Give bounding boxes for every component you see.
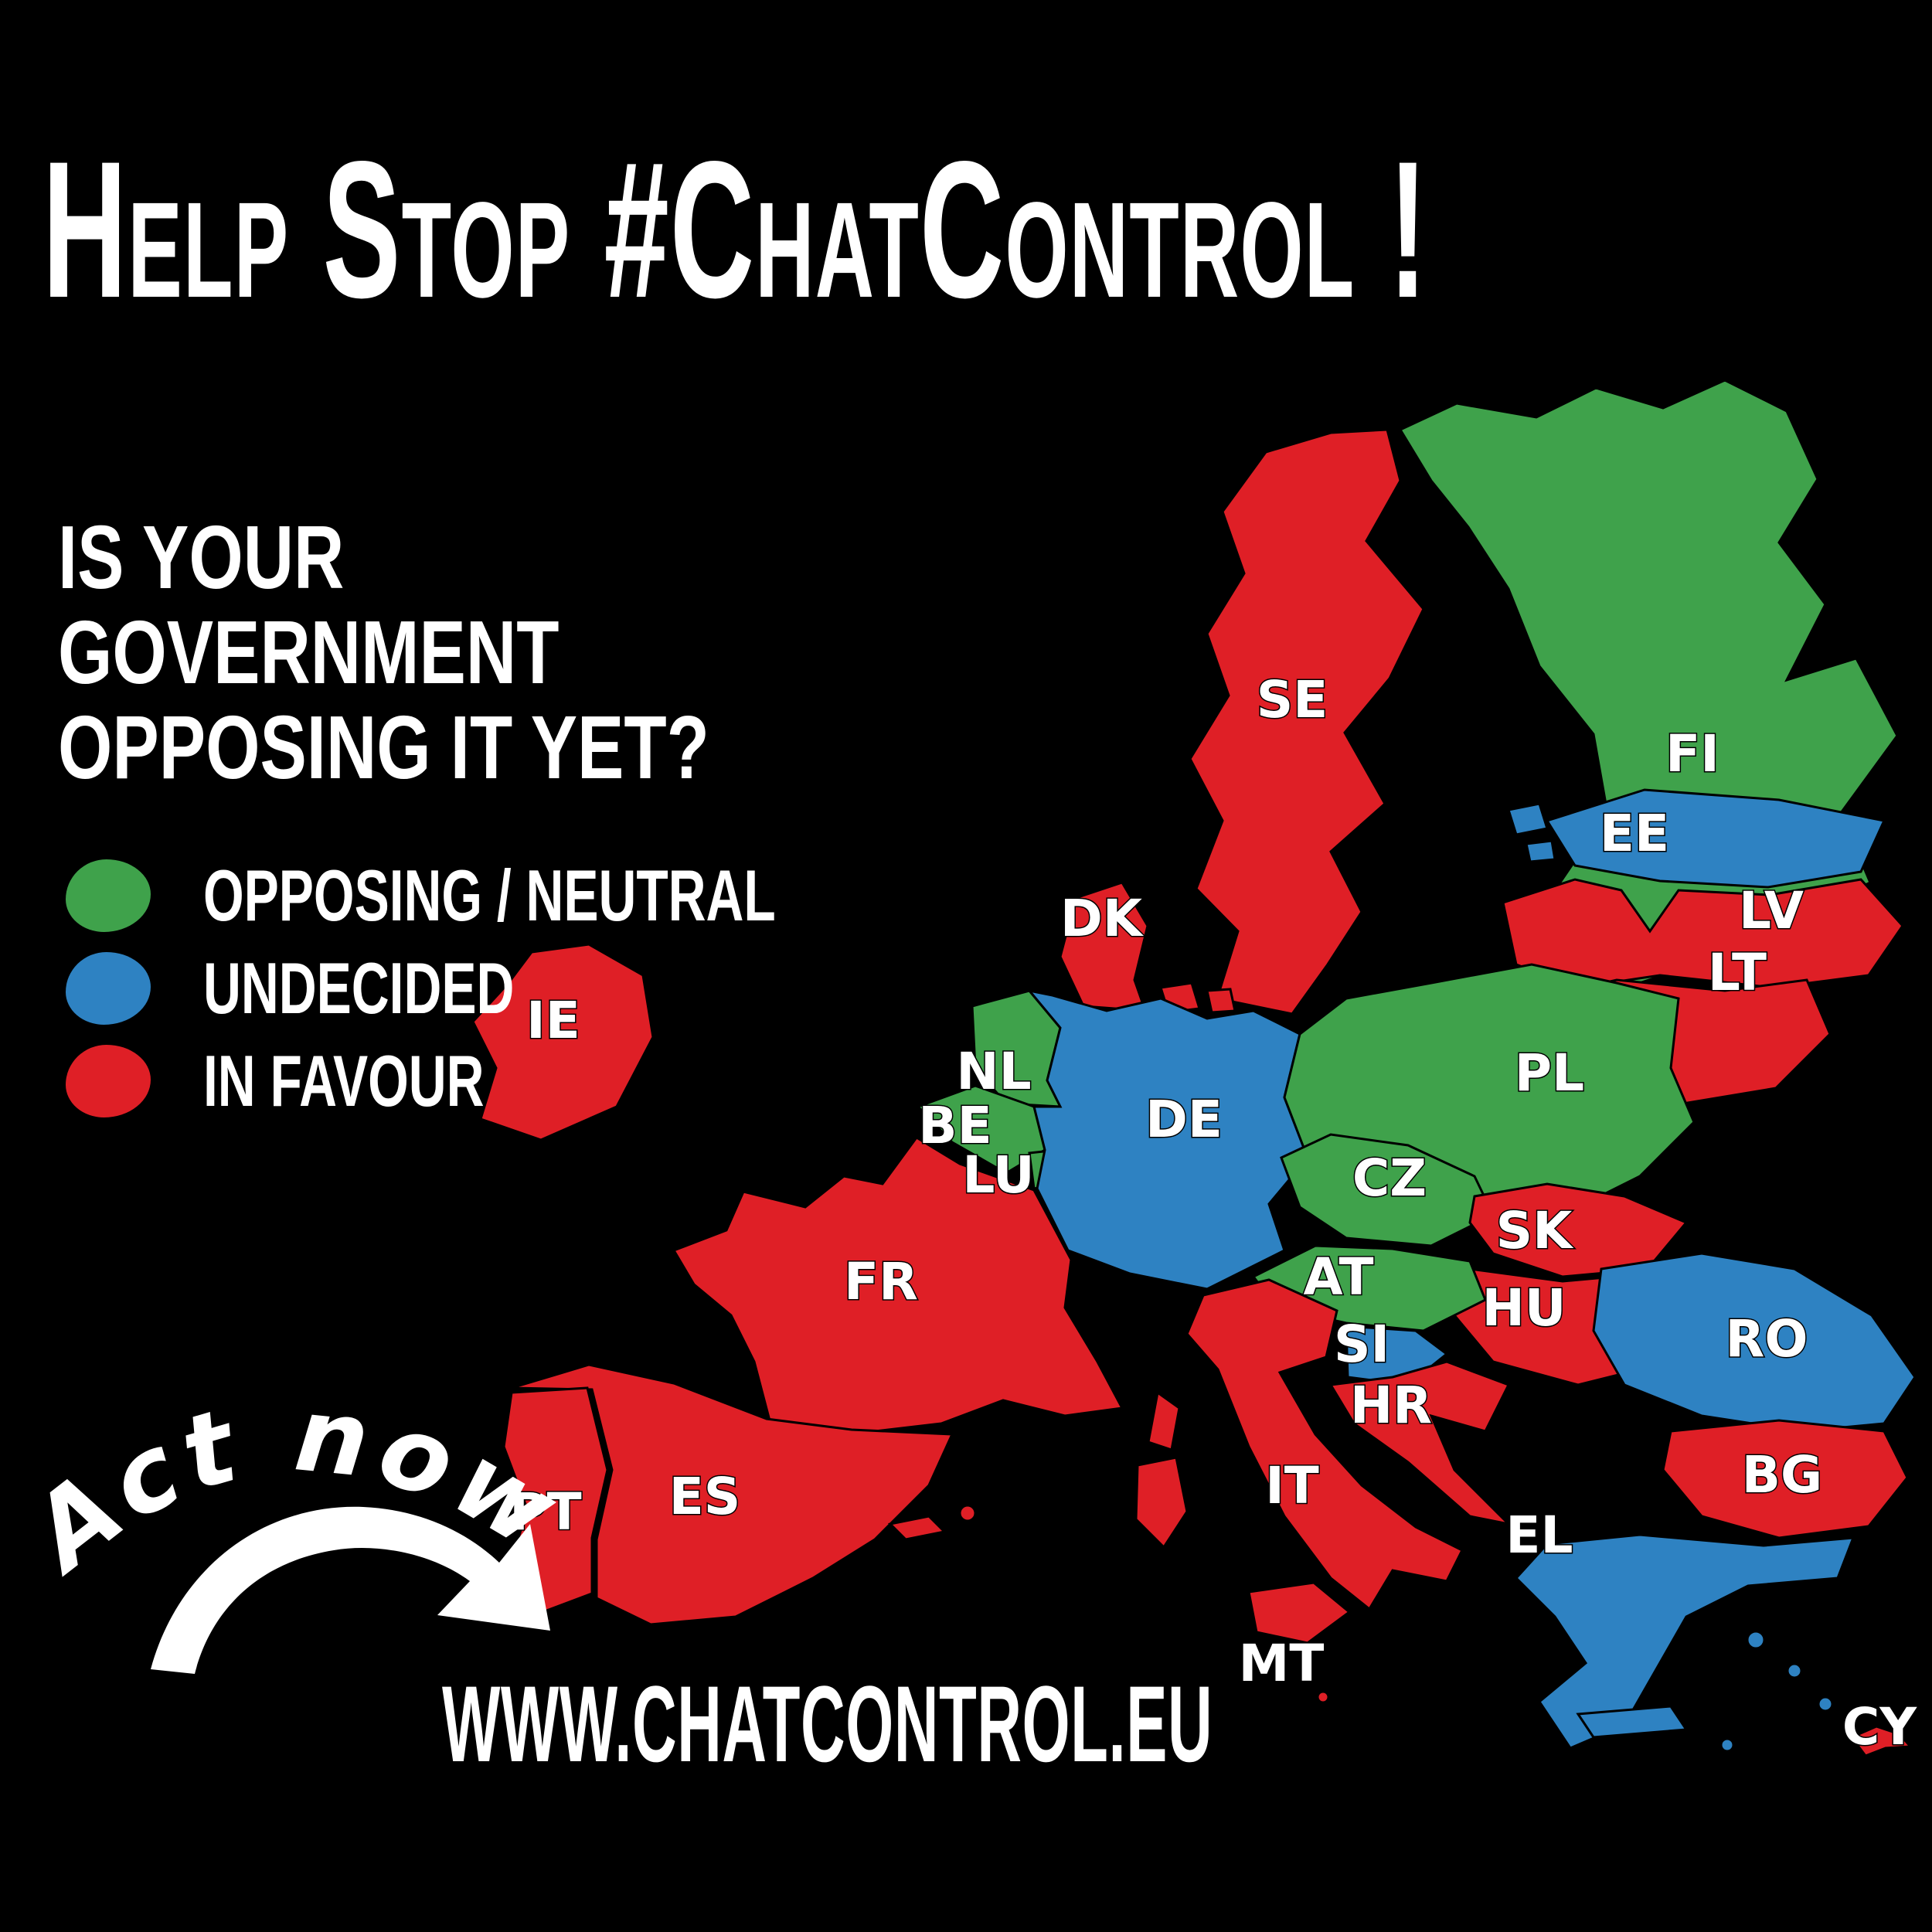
country-label-DK: DK [1060, 889, 1145, 948]
legend-row-favour: IN FAVOUR [66, 1040, 998, 1121]
country-label-HR: HR [1350, 1376, 1432, 1435]
country-IE [471, 943, 655, 1141]
legend-dot-blue-icon [66, 952, 151, 1025]
country-label-FR: FR [844, 1252, 918, 1311]
country-label-PT: PT [509, 1482, 581, 1542]
country-BG [1662, 1419, 1909, 1539]
subtitle-question: IS YOUR GOVERNMENT OPPOSING IT YET? [58, 510, 709, 795]
country-EL-crete [1576, 1705, 1689, 1739]
legend-label-opposing: OPPOSING / NEUTRAL [203, 855, 776, 936]
country-label-EE: EE [1600, 804, 1669, 863]
country-ES-balearics [887, 1515, 947, 1541]
subtitle-line-2: GOVERNMENT [58, 601, 560, 702]
country-label-RO: RO [1726, 1309, 1808, 1369]
country-IT-sardinia [1134, 1456, 1189, 1549]
country-EL-island [1746, 1630, 1766, 1650]
country-label-LT: LT [1708, 943, 1767, 1002]
country-label-MT: MT [1239, 1634, 1325, 1693]
legend-label-favour: IN FAVOUR [203, 1040, 485, 1121]
country-EL-island3 [1817, 1696, 1834, 1713]
legend-dot-green-icon [66, 859, 151, 932]
country-label-CY: CY [1842, 1697, 1917, 1757]
page-title: Help Stop #ChatControl ! [43, 121, 1429, 338]
subtitle-line-3: OPPOSING IT YET? [58, 696, 709, 798]
country-FR-corsica [1147, 1390, 1181, 1451]
country-EE [1545, 788, 1886, 889]
country-label-FI: FI [1665, 724, 1719, 784]
country-DK-island2 [1206, 988, 1236, 1014]
country-label-SI: SI [1334, 1315, 1389, 1374]
country-DK [1059, 881, 1149, 1012]
country-label-BE: BE [918, 1096, 992, 1155]
country-EE-island [1507, 802, 1549, 836]
country-label-IT: IT [1265, 1456, 1319, 1515]
country-label-IE: IE [526, 991, 580, 1050]
country-label-LU: LU [962, 1145, 1034, 1205]
legend-label-undecided: UNDECIDED [203, 947, 515, 1029]
country-ES-balearics2 [958, 1504, 977, 1522]
country-EL-island4 [1719, 1737, 1735, 1753]
country-EL-island2 [1786, 1662, 1803, 1679]
country-label-EL: EL [1505, 1505, 1573, 1565]
country-SE [1189, 428, 1425, 1015]
act-now-arrow [151, 1506, 550, 1674]
country-label-ES: ES [669, 1467, 741, 1526]
website-url: WWW.CHATCONTROL.EU [442, 1663, 1213, 1784]
country-label-AT: AT [1304, 1247, 1374, 1307]
country-label-BG: BG [1742, 1445, 1822, 1505]
country-shapes [471, 379, 1917, 1757]
legend-row-undecided: UNDECIDED [66, 947, 998, 1029]
country-label-DE: DE [1145, 1090, 1223, 1149]
country-EL [1514, 1533, 1855, 1750]
subtitle-line-1: IS YOUR [58, 507, 345, 607]
country-DE [1026, 988, 1309, 1291]
country-CY-island [1849, 1725, 1913, 1757]
country-IT-sicily [1247, 1581, 1352, 1645]
country-label-SE: SE [1257, 670, 1328, 730]
country-label-HU: HU [1482, 1278, 1566, 1338]
country-RO [1592, 1252, 1917, 1433]
country-EE-island2 [1525, 839, 1556, 863]
legend: OPPOSING / NEUTRAL UNDECIDED IN FAVOUR [66, 855, 998, 1121]
legend-row-opposing: OPPOSING / NEUTRAL [66, 855, 998, 936]
country-label-SK: SK [1496, 1201, 1575, 1260]
country-label-CZ: CZ [1352, 1148, 1427, 1208]
country-label-LV: LV [1739, 881, 1804, 940]
country-IT [1185, 1278, 1464, 1611]
country-label-PL: PL [1515, 1043, 1584, 1103]
country-label-NL: NL [956, 1042, 1031, 1101]
legend-dot-red-icon [66, 1045, 151, 1117]
country-HR [1328, 1360, 1512, 1526]
country-ES [511, 1363, 954, 1626]
country-MT [1316, 1690, 1330, 1704]
